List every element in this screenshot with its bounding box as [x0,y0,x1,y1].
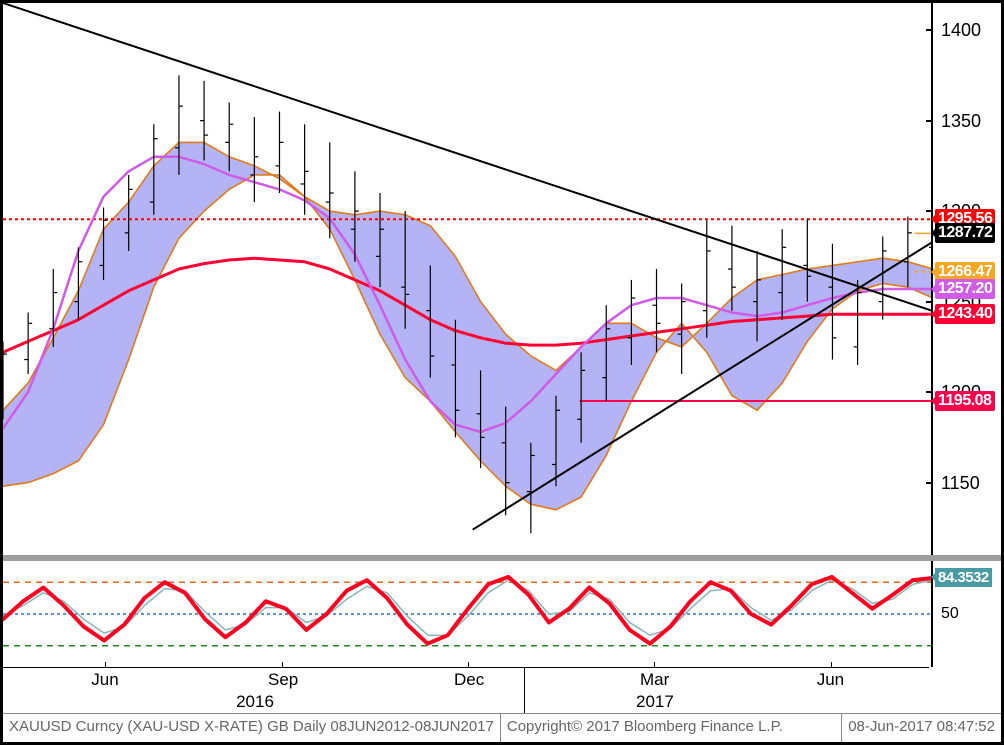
x-month-label: Jun [817,670,844,690]
oscillator-chart[interactable] [3,561,933,667]
x-axis: Jun Sep Dec Mar Jun 2016 2017 [3,667,929,716]
price-badge: 1287.72 [935,223,995,243]
osc-tick: 50 [941,605,959,623]
chart-container: 115012001250130013501400 1295.561287.721… [0,0,1004,745]
x-month-label: Sep [268,670,298,690]
oscillator-svg [3,561,933,667]
price-chart[interactable] [3,3,933,555]
x-month-label: Mar [640,670,669,690]
price-chart-svg [3,3,933,555]
footer-copyright: Copyright© 2017 Bloomberg Finance L.P. [501,714,842,742]
price-badge: 1243.40 [935,304,995,324]
x-month-label: Jun [91,670,118,690]
footer-timestamp: 08-Jun-2017 08:47:52 [842,714,1001,742]
footer-bar: XAUUSD Curncy (XAU-USD X-RATE) GB Daily … [3,713,1001,742]
price-badge: 1257.20 [935,279,995,299]
x-year-label: 2017 [636,692,674,712]
x-year-divider [524,668,525,714]
price-badge: 1195.08 [935,391,995,411]
x-month-label: Dec [454,670,484,690]
x-year-label: 2016 [236,692,274,712]
footer-instrument: XAUUSD Curncy (XAU-USD X-RATE) GB Daily … [3,714,501,742]
osc-current-badge: 84.3532 [935,568,992,587]
